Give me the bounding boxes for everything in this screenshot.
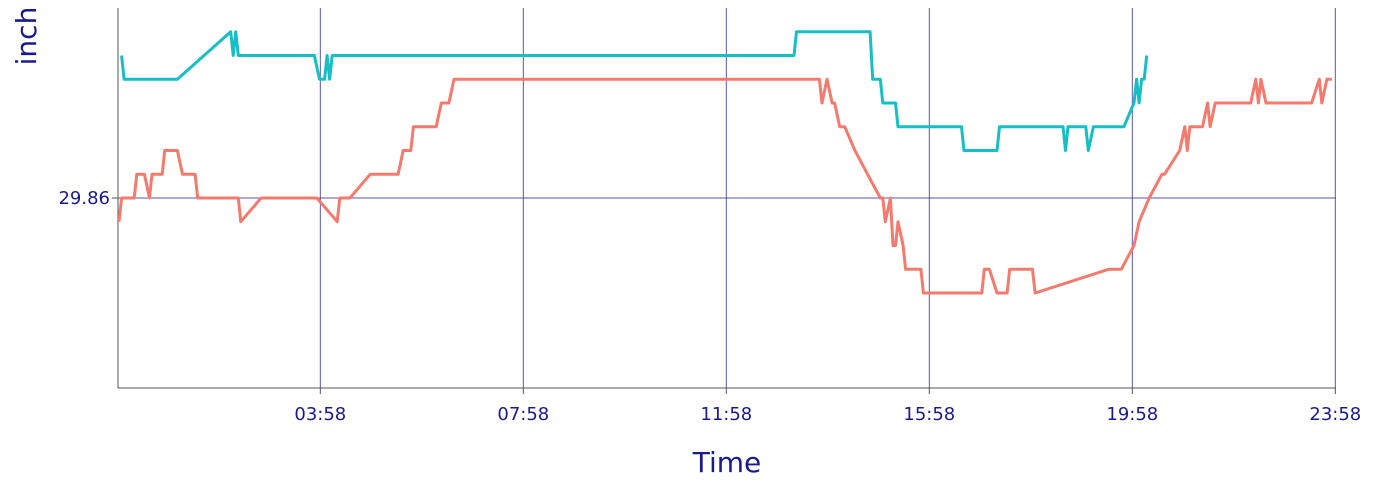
- series-line-0: [118, 77, 1332, 295]
- y-tick-labels: 29.86: [58, 188, 110, 209]
- axes: [117, 8, 1336, 389]
- x-tick-label: 07:58: [497, 404, 549, 425]
- x-tick-label: 23:58: [1309, 404, 1361, 425]
- x-tick-label: 19:58: [1106, 404, 1158, 425]
- gridlines: [112, 8, 1336, 394]
- series-line-1: [120, 30, 1149, 152]
- y-axis-title: inch: [10, 7, 43, 66]
- x-tick-label: 15:58: [903, 404, 955, 425]
- x-tick-label: 03:58: [294, 404, 346, 425]
- plot-area: [118, 30, 1332, 295]
- x-tick-label: 11:58: [700, 404, 752, 425]
- x-axis-title: Time: [692, 446, 762, 479]
- x-tick-labels: 03:58 07:58 11:58 15:58 19:58 23:58: [294, 404, 1361, 425]
- y-tick-label: 29.86: [58, 188, 110, 209]
